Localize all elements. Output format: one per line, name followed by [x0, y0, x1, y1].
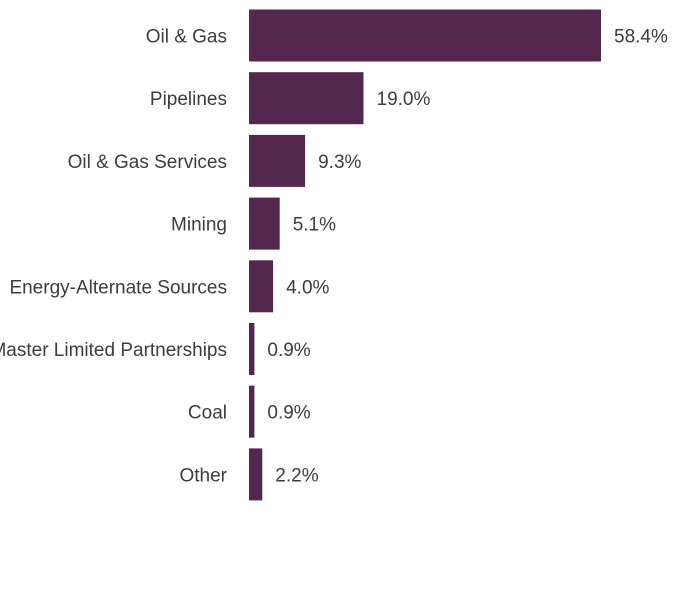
value-label-0: 58.4%	[614, 27, 668, 48]
bar-3	[249, 197, 280, 250]
bars-group	[249, 9, 601, 501]
value-label-1: 19.0%	[377, 89, 431, 110]
category-label-7: Other	[179, 465, 227, 486]
bar-4	[249, 260, 274, 313]
value-labels-group: 58.4% 19.0% 9.3% 5.1% 4.0% 0.9% 0.9% 2.2%	[267, 27, 668, 487]
category-labels-group: Oil & Gas Pipelines Oil & Gas Services Mini…	[0, 27, 228, 487]
bar-0	[249, 9, 601, 62]
bar-5	[249, 323, 255, 375]
bar-7	[249, 448, 263, 501]
value-label-3: 5.1%	[293, 215, 336, 236]
category-label-3: Mining	[171, 215, 227, 236]
category-label-6: Coal	[188, 403, 227, 424]
category-label-2: Oil & Gas Services	[68, 152, 227, 173]
bar-2	[249, 134, 306, 187]
category-label-1: Pipelines	[150, 89, 227, 110]
value-label-6: 0.9%	[267, 403, 310, 424]
value-label-7: 2.2%	[275, 465, 318, 486]
category-label-5: Master Limited Partnerships	[0, 340, 227, 361]
value-label-2: 9.3%	[318, 152, 361, 173]
category-label-0: Oil & Gas	[146, 27, 227, 48]
value-label-4: 4.0%	[286, 277, 329, 298]
category-label-4: Energy-Alternate Sources	[9, 277, 227, 298]
bar-1	[249, 72, 364, 125]
bar-6	[249, 385, 255, 438]
value-label-5: 0.9%	[267, 340, 310, 361]
